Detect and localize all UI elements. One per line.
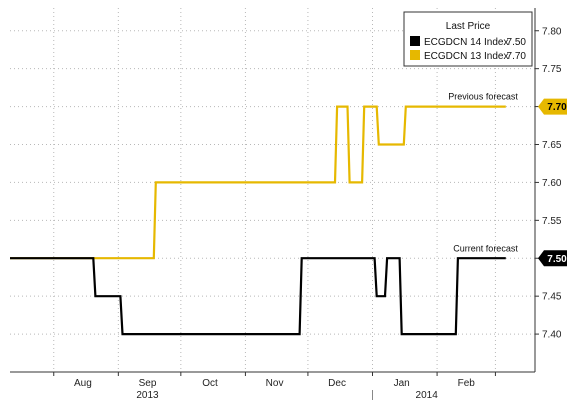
x-tick-label: Aug bbox=[74, 378, 92, 389]
legend-swatch-gold bbox=[410, 50, 420, 60]
x-year-label: 2014 bbox=[416, 390, 439, 401]
last-value-label: 7.70 bbox=[547, 102, 567, 113]
legend-value-13: 7.70 bbox=[507, 51, 527, 62]
legend-title: Last Price bbox=[446, 21, 491, 32]
x-tick-label: Nov bbox=[266, 378, 284, 389]
x-tick-label: Sep bbox=[139, 378, 157, 389]
x-tick-label: Dec bbox=[328, 378, 346, 389]
y-tick-label: 7.55 bbox=[542, 216, 562, 227]
legend-value-14: 7.50 bbox=[507, 37, 527, 48]
last-value-label: 7.50 bbox=[547, 254, 567, 265]
y-tick-label: 7.65 bbox=[542, 140, 562, 151]
legend-label-13: ECGDCN 13 Index bbox=[424, 51, 508, 62]
y-tick-label: 7.40 bbox=[542, 330, 562, 341]
y-tick-label: 7.60 bbox=[542, 178, 562, 189]
legend: Last Price ECGDCN 14 Index 7.50 ECGDCN 1… bbox=[404, 12, 532, 66]
x-tick-label: Oct bbox=[202, 378, 218, 389]
y-tick-label: 7.80 bbox=[542, 26, 562, 37]
legend-label-14: ECGDCN 14 Index bbox=[424, 37, 508, 48]
annotation-previous-forecast: Previous forecast bbox=[448, 92, 518, 102]
x-tick-label: Feb bbox=[458, 378, 476, 389]
annotation-current-forecast: Current forecast bbox=[453, 243, 518, 253]
x-year-label: 2013 bbox=[136, 390, 159, 401]
y-tick-label: 7.75 bbox=[542, 64, 562, 75]
x-tick-label: Jan bbox=[394, 378, 410, 389]
y-tick-label: 7.45 bbox=[542, 292, 562, 303]
legend-swatch-black bbox=[410, 36, 420, 46]
